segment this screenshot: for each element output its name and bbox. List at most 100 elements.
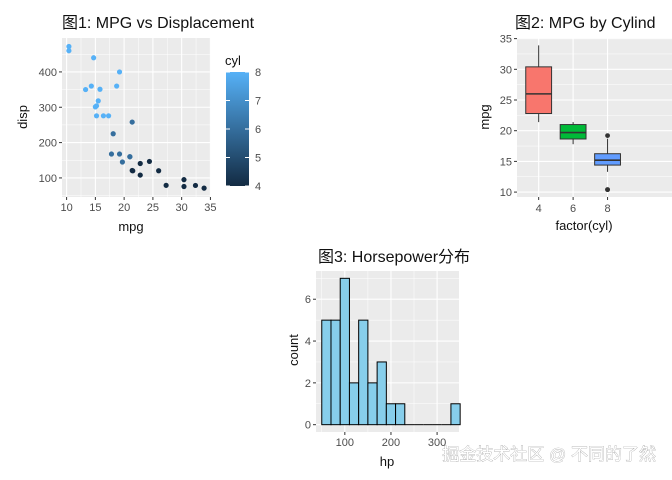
scatter-point <box>181 183 187 190</box>
histogram-y-tick-label: 6 <box>305 294 311 306</box>
scatter-point <box>97 86 103 92</box>
histogram-chart: 图3: Horsepower分布 100 200 300 0 2 4 6 hp count <box>286 248 470 469</box>
boxplot-panel <box>517 38 672 197</box>
scatter-point <box>114 83 120 89</box>
scatter-panel <box>62 38 211 197</box>
scatter-point <box>66 43 72 50</box>
scatter-point <box>82 86 89 93</box>
scatter-point <box>116 151 123 157</box>
scatter-point <box>137 172 143 178</box>
histogram-bar <box>376 361 387 426</box>
legend-tick-label: 5 <box>255 153 261 165</box>
scatter-point <box>192 182 199 189</box>
legend-tick-label: 8 <box>255 67 261 79</box>
histogram-x-label: hp <box>380 454 394 469</box>
boxplot-y-tick-label: 15 <box>500 156 512 168</box>
scatter-y-axis: 100 200 300 400 <box>39 67 62 185</box>
histogram-bar <box>330 319 341 426</box>
color-legend: cyl 4 5 6 7 8 <box>225 53 261 193</box>
scatter-point <box>181 177 187 183</box>
scatter-point <box>156 168 162 174</box>
legend-colorbar <box>226 72 249 186</box>
histogram-y-axis: 0 2 4 6 <box>305 294 316 432</box>
scatter-chart: 图1: MPG vs Displacement 10 15 20 25 30 35 100… <box>15 15 261 234</box>
boxplot-x-tick-label: 8 <box>604 203 610 215</box>
scatter-point <box>95 98 101 104</box>
boxplot-y-tick-label: 30 <box>500 64 512 76</box>
histogram-bar <box>367 382 378 426</box>
scatter-point <box>119 159 126 165</box>
histogram-x-axis: 100 200 300 <box>336 432 446 449</box>
boxplot-y-tick-label: 35 <box>500 34 512 46</box>
scatter-point <box>92 104 98 110</box>
histogram-bars <box>321 277 461 426</box>
scatter-x-axis: 10 15 20 25 30 35 <box>60 197 217 214</box>
legend-tick-label: 4 <box>255 181 261 193</box>
scatter-point <box>163 182 169 188</box>
scatter-y-tick-label: 100 <box>39 173 57 185</box>
histogram-title: 图3: Horsepower分布 <box>318 248 470 266</box>
scatter-x-label: mpg <box>118 219 143 234</box>
scatter-x-tick-label: 35 <box>204 202 216 214</box>
scatter-x-tick-label: 15 <box>89 202 101 214</box>
histogram-x-tick-label: 100 <box>336 437 354 449</box>
boxplot-title: 图2: MPG by Cylind <box>515 15 656 32</box>
boxplot-outlier <box>605 187 610 193</box>
scatter-x-tick-label: 30 <box>176 202 188 214</box>
scatter-y-tick-label: 400 <box>39 67 57 79</box>
scatter-x-tick-label: 25 <box>147 202 159 214</box>
boxplot-y-tick-label: 10 <box>500 187 512 199</box>
legend-tick-label: 7 <box>255 96 261 108</box>
boxplot-y-tick-label: 20 <box>500 126 512 138</box>
histogram-y-tick-label: 0 <box>305 420 311 432</box>
boxplot-y-axis: 10 15 20 25 30 35 <box>500 34 517 199</box>
scatter-point <box>66 48 72 54</box>
legend-ticks: 4 5 6 7 8 <box>226 67 261 193</box>
boxplot-x-axis: 4 6 8 <box>536 197 611 215</box>
scatter-points <box>66 43 207 191</box>
histogram-y-label: count <box>286 334 301 366</box>
scatter-point <box>146 158 153 165</box>
histogram-bar <box>321 319 332 426</box>
scatter-point <box>88 83 94 89</box>
boxplot-box <box>525 66 553 115</box>
boxplot-x-tick-label: 6 <box>570 203 576 215</box>
scatter-point <box>129 119 135 125</box>
scatter-point <box>93 113 100 119</box>
histogram-bar <box>385 403 397 426</box>
boxplot-outlier <box>605 133 610 139</box>
legend-title: cyl <box>225 53 241 68</box>
scatter-x-tick-label: 20 <box>118 202 130 214</box>
histogram-x-tick-label: 200 <box>382 437 400 449</box>
histogram-x-tick-label: 300 <box>428 437 446 449</box>
scatter-point <box>105 113 112 119</box>
histogram-bar <box>348 382 360 426</box>
histogram-bar <box>395 403 406 426</box>
scatter-point <box>110 131 116 137</box>
scatter-title: 图1: MPG vs Displacement <box>62 15 255 32</box>
watermark-text: 掘金技术社区 @ 不同的了然 <box>442 445 656 464</box>
scatter-y-tick-label: 200 <box>39 138 57 150</box>
scatter-point <box>201 185 207 191</box>
boxplot-boxes <box>525 45 621 193</box>
scatter-gridlines <box>62 38 211 197</box>
scatter-point <box>108 151 115 157</box>
scatter-y-label: disp <box>15 105 30 129</box>
boxplot-y-label: mpg <box>477 104 492 129</box>
scatter-point <box>127 154 133 160</box>
scatter-y-tick-label: 300 <box>39 102 57 114</box>
scatter-point <box>91 55 97 61</box>
boxplot-x-label: factor(cyl) <box>555 218 612 233</box>
histogram-y-tick-label: 4 <box>305 336 311 348</box>
scatter-point <box>137 160 143 167</box>
scatter-point <box>116 69 123 75</box>
boxplot-x-tick-label: 4 <box>536 203 542 215</box>
histogram-bar <box>450 403 461 426</box>
boxplot-y-tick-label: 25 <box>500 95 512 107</box>
histogram-y-tick-label: 2 <box>305 378 311 390</box>
legend-tick-label: 6 <box>255 124 261 136</box>
boxplot-chart: 图2: MPG by Cylind 4 6 8 10 15 20 25 30 35 facto… <box>477 15 672 233</box>
scatter-x-tick-label: 10 <box>60 202 72 214</box>
histogram-bar <box>339 277 350 426</box>
